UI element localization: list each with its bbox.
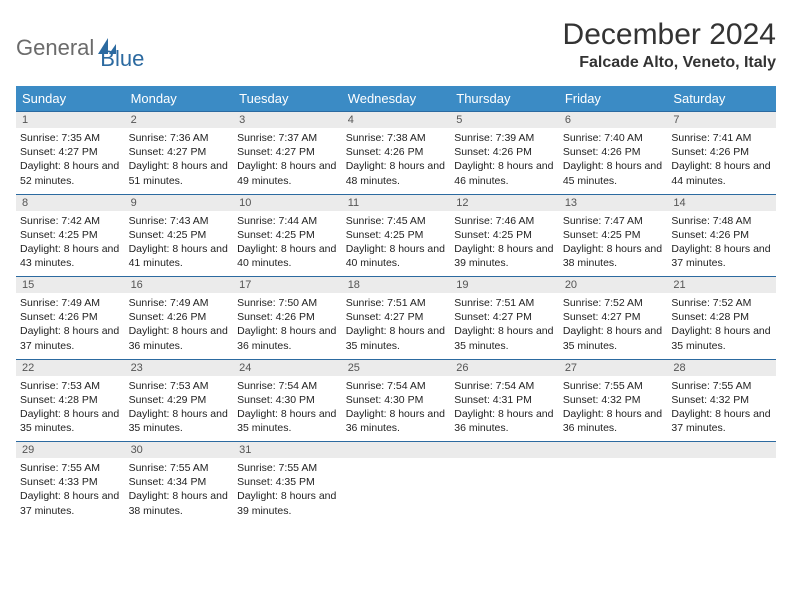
- day-number: 24: [233, 359, 342, 376]
- day-info: Sunrise: 7:40 AMSunset: 4:26 PMDaylight:…: [559, 128, 668, 194]
- day-number: 23: [125, 359, 234, 376]
- day-info: Sunrise: 7:51 AMSunset: 4:27 PMDaylight:…: [342, 293, 451, 359]
- day-header: Thursday: [450, 86, 559, 112]
- day-number: 31: [233, 442, 342, 459]
- day-number-row: 22232425262728: [16, 359, 776, 376]
- day-number: 14: [667, 194, 776, 211]
- day-number: 28: [667, 359, 776, 376]
- day-number: 4: [342, 112, 451, 129]
- day-number-row: 1234567: [16, 112, 776, 129]
- day-number: 27: [559, 359, 668, 376]
- day-info: Sunrise: 7:52 AMSunset: 4:28 PMDaylight:…: [667, 293, 776, 359]
- day-info: Sunrise: 7:38 AMSunset: 4:26 PMDaylight:…: [342, 128, 451, 194]
- month-title: December 2024: [563, 18, 776, 52]
- day-info-row: Sunrise: 7:49 AMSunset: 4:26 PMDaylight:…: [16, 293, 776, 359]
- header: General Blue December 2024 Falcade Alto,…: [16, 18, 776, 72]
- day-info: Sunrise: 7:49 AMSunset: 4:26 PMDaylight:…: [16, 293, 125, 359]
- day-info: Sunrise: 7:55 AMSunset: 4:34 PMDaylight:…: [125, 458, 234, 524]
- day-number: 7: [667, 112, 776, 129]
- day-number: 20: [559, 277, 668, 294]
- day-info: Sunrise: 7:45 AMSunset: 4:25 PMDaylight:…: [342, 211, 451, 277]
- day-info-row: Sunrise: 7:53 AMSunset: 4:28 PMDaylight:…: [16, 376, 776, 442]
- day-number-row: 891011121314: [16, 194, 776, 211]
- day-info: Sunrise: 7:55 AMSunset: 4:35 PMDaylight:…: [233, 458, 342, 524]
- day-number: 22: [16, 359, 125, 376]
- day-info: Sunrise: 7:53 AMSunset: 4:28 PMDaylight:…: [16, 376, 125, 442]
- day-number: 5: [450, 112, 559, 129]
- day-info: Sunrise: 7:47 AMSunset: 4:25 PMDaylight:…: [559, 211, 668, 277]
- day-info-row: Sunrise: 7:35 AMSunset: 4:27 PMDaylight:…: [16, 128, 776, 194]
- day-number: 25: [342, 359, 451, 376]
- day-info: Sunrise: 7:46 AMSunset: 4:25 PMDaylight:…: [450, 211, 559, 277]
- day-header-row: SundayMondayTuesdayWednesdayThursdayFrid…: [16, 86, 776, 112]
- day-header: Tuesday: [233, 86, 342, 112]
- day-info: Sunrise: 7:53 AMSunset: 4:29 PMDaylight:…: [125, 376, 234, 442]
- day-header: Friday: [559, 86, 668, 112]
- day-number: 26: [450, 359, 559, 376]
- day-info: Sunrise: 7:55 AMSunset: 4:32 PMDaylight:…: [559, 376, 668, 442]
- title-block: December 2024 Falcade Alto, Veneto, Ital…: [563, 18, 776, 72]
- day-info: Sunrise: 7:50 AMSunset: 4:26 PMDaylight:…: [233, 293, 342, 359]
- day-info: Sunrise: 7:42 AMSunset: 4:25 PMDaylight:…: [16, 211, 125, 277]
- day-info: [667, 458, 776, 524]
- day-number: 29: [16, 442, 125, 459]
- day-info: Sunrise: 7:43 AMSunset: 4:25 PMDaylight:…: [125, 211, 234, 277]
- logo: General Blue: [16, 18, 144, 72]
- day-number: 17: [233, 277, 342, 294]
- day-number: [450, 442, 559, 459]
- day-info: Sunrise: 7:55 AMSunset: 4:32 PMDaylight:…: [667, 376, 776, 442]
- day-info: [450, 458, 559, 524]
- day-number: [559, 442, 668, 459]
- day-info: Sunrise: 7:44 AMSunset: 4:25 PMDaylight:…: [233, 211, 342, 277]
- day-number: 18: [342, 277, 451, 294]
- day-info: Sunrise: 7:39 AMSunset: 4:26 PMDaylight:…: [450, 128, 559, 194]
- day-info-row: Sunrise: 7:55 AMSunset: 4:33 PMDaylight:…: [16, 458, 776, 524]
- logo-text-general: General: [16, 35, 94, 61]
- day-number: 11: [342, 194, 451, 211]
- day-info: Sunrise: 7:48 AMSunset: 4:26 PMDaylight:…: [667, 211, 776, 277]
- location: Falcade Alto, Veneto, Italy: [563, 54, 776, 72]
- day-info: Sunrise: 7:54 AMSunset: 4:31 PMDaylight:…: [450, 376, 559, 442]
- day-number: 1: [16, 112, 125, 129]
- day-number: 8: [16, 194, 125, 211]
- day-number: 3: [233, 112, 342, 129]
- logo-text-blue: Blue: [100, 46, 144, 72]
- day-number: 16: [125, 277, 234, 294]
- day-info: Sunrise: 7:35 AMSunset: 4:27 PMDaylight:…: [16, 128, 125, 194]
- day-number: 21: [667, 277, 776, 294]
- day-header: Saturday: [667, 86, 776, 112]
- day-header: Sunday: [16, 86, 125, 112]
- day-info: Sunrise: 7:41 AMSunset: 4:26 PMDaylight:…: [667, 128, 776, 194]
- day-info: Sunrise: 7:37 AMSunset: 4:27 PMDaylight:…: [233, 128, 342, 194]
- day-number: 9: [125, 194, 234, 211]
- day-info: Sunrise: 7:49 AMSunset: 4:26 PMDaylight:…: [125, 293, 234, 359]
- day-number: [667, 442, 776, 459]
- day-header: Wednesday: [342, 86, 451, 112]
- day-number: [342, 442, 451, 459]
- day-number: 13: [559, 194, 668, 211]
- day-number: 19: [450, 277, 559, 294]
- day-info: Sunrise: 7:51 AMSunset: 4:27 PMDaylight:…: [450, 293, 559, 359]
- day-number: 6: [559, 112, 668, 129]
- day-info: [559, 458, 668, 524]
- day-info: [342, 458, 451, 524]
- day-info: Sunrise: 7:54 AMSunset: 4:30 PMDaylight:…: [233, 376, 342, 442]
- day-number-row: 293031: [16, 442, 776, 459]
- day-number: 12: [450, 194, 559, 211]
- day-number: 15: [16, 277, 125, 294]
- day-number-row: 15161718192021: [16, 277, 776, 294]
- day-info: Sunrise: 7:54 AMSunset: 4:30 PMDaylight:…: [342, 376, 451, 442]
- day-number: 30: [125, 442, 234, 459]
- day-number: 2: [125, 112, 234, 129]
- day-info: Sunrise: 7:55 AMSunset: 4:33 PMDaylight:…: [16, 458, 125, 524]
- day-number: 10: [233, 194, 342, 211]
- day-info-row: Sunrise: 7:42 AMSunset: 4:25 PMDaylight:…: [16, 211, 776, 277]
- day-info: Sunrise: 7:52 AMSunset: 4:27 PMDaylight:…: [559, 293, 668, 359]
- day-info: Sunrise: 7:36 AMSunset: 4:27 PMDaylight:…: [125, 128, 234, 194]
- calendar-table: SundayMondayTuesdayWednesdayThursdayFrid…: [16, 86, 776, 524]
- day-header: Monday: [125, 86, 234, 112]
